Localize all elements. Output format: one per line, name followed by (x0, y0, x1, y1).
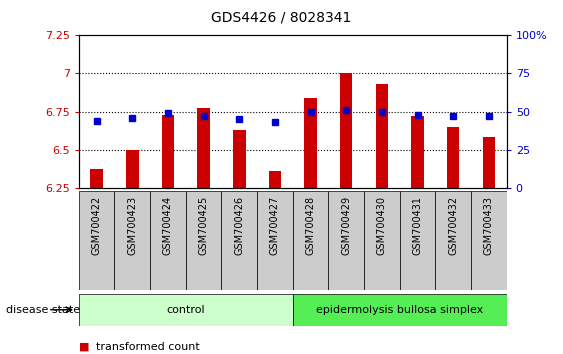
Text: GSM700430: GSM700430 (377, 196, 387, 255)
Text: GSM700422: GSM700422 (92, 196, 102, 255)
Bar (435, 191, 471, 290)
Text: disease state: disease state (6, 305, 80, 315)
Bar (91, 169, 103, 188)
Bar (126, 149, 138, 188)
Bar (150, 191, 186, 290)
Bar (257, 191, 293, 290)
Text: epidermolysis bullosa simplex: epidermolysis bullosa simplex (316, 305, 484, 315)
Bar (328, 191, 364, 290)
Bar (186, 191, 221, 290)
Bar (376, 84, 388, 188)
Bar (269, 171, 281, 188)
Bar (447, 127, 459, 188)
Bar (471, 191, 507, 290)
Bar (233, 130, 245, 188)
Bar (293, 191, 328, 290)
Text: GSM700428: GSM700428 (306, 196, 316, 255)
Text: GSM700425: GSM700425 (199, 196, 209, 255)
Bar (79, 191, 114, 290)
Bar (114, 191, 150, 290)
Bar (305, 98, 317, 188)
Text: GSM700427: GSM700427 (270, 196, 280, 255)
Text: GSM700423: GSM700423 (127, 196, 137, 255)
Text: control: control (167, 305, 205, 315)
Bar (364, 191, 400, 290)
Text: transformed count: transformed count (96, 342, 199, 352)
Bar (162, 115, 174, 188)
Bar (293, 294, 507, 326)
Text: ■: ■ (79, 342, 90, 352)
Text: GSM700424: GSM700424 (163, 196, 173, 255)
Text: GSM700431: GSM700431 (413, 196, 423, 255)
Bar (412, 116, 424, 188)
Bar (79, 294, 293, 326)
Bar (221, 191, 257, 290)
Bar (198, 108, 210, 188)
Text: GDS4426 / 8028341: GDS4426 / 8028341 (211, 11, 352, 25)
Bar (340, 74, 352, 188)
Bar (482, 137, 495, 188)
Text: GSM700433: GSM700433 (484, 196, 494, 255)
Text: GSM700432: GSM700432 (448, 196, 458, 255)
Text: GSM700429: GSM700429 (341, 196, 351, 255)
Text: GSM700426: GSM700426 (234, 196, 244, 255)
Bar (400, 191, 435, 290)
